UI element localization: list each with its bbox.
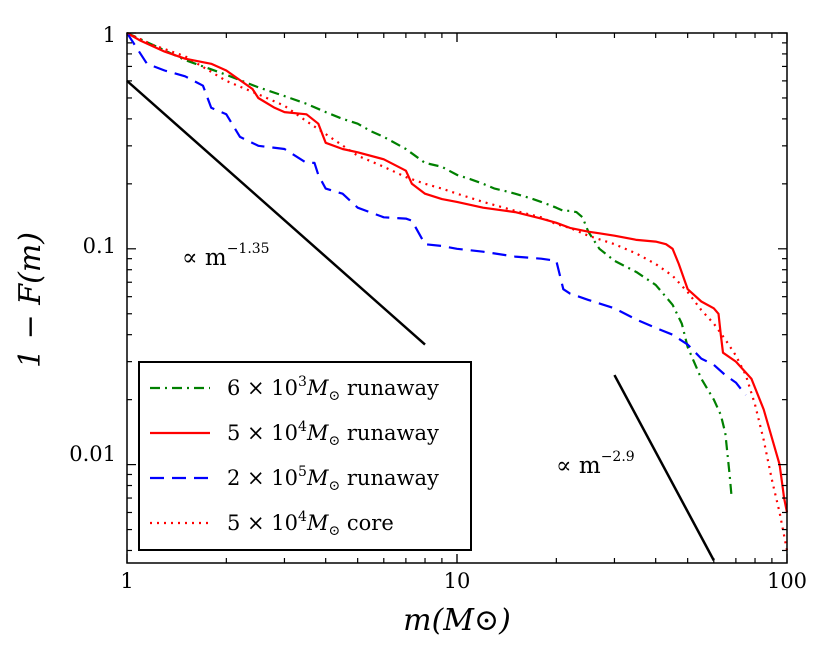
annotation-slope-1: ∝ m−1.35 bbox=[182, 241, 270, 271]
x-axis-title: m(M⊙) bbox=[403, 603, 511, 638]
x-tick-label-10: 10 bbox=[444, 569, 471, 593]
y-tick-label-0.01: 0.01 bbox=[69, 442, 116, 466]
y-axis-ticks bbox=[127, 32, 787, 552]
annotation-slope-2: ∝ m−2.9 bbox=[556, 449, 635, 479]
y-axis-title: 1 − F(m) bbox=[13, 232, 48, 368]
plot-frame bbox=[126, 32, 788, 564]
reference-line-2 bbox=[613, 374, 715, 561]
reference-line-1 bbox=[126, 79, 426, 346]
y-tick-label-0.1: 0.1 bbox=[83, 234, 116, 258]
y-tick-label-1: 1 bbox=[103, 23, 116, 47]
plot-area bbox=[126, 32, 789, 561]
legend-label-4: 5 × 104M⊙ core bbox=[227, 509, 394, 539]
x-tick-label-1: 1 bbox=[120, 569, 133, 593]
series-line-2 bbox=[126, 32, 789, 513]
legend-label-3: 2 × 105M⊙ runaway bbox=[227, 464, 439, 494]
legend-label-2: 5 × 104M⊙ runaway bbox=[227, 419, 439, 449]
series-line-1 bbox=[126, 32, 733, 499]
series-line-3 bbox=[126, 32, 747, 396]
x-tick-label-100: 100 bbox=[767, 569, 807, 593]
legend-label-1: 6 × 103M⊙ runaway bbox=[227, 374, 439, 404]
legend-box bbox=[138, 361, 472, 551]
legend: 6 × 103M⊙ runaway 5 × 104M⊙ runaway 2 × 10… bbox=[138, 361, 472, 551]
